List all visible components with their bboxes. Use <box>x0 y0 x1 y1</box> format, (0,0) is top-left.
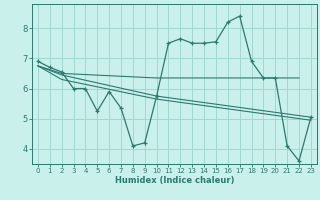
X-axis label: Humidex (Indice chaleur): Humidex (Indice chaleur) <box>115 176 234 185</box>
